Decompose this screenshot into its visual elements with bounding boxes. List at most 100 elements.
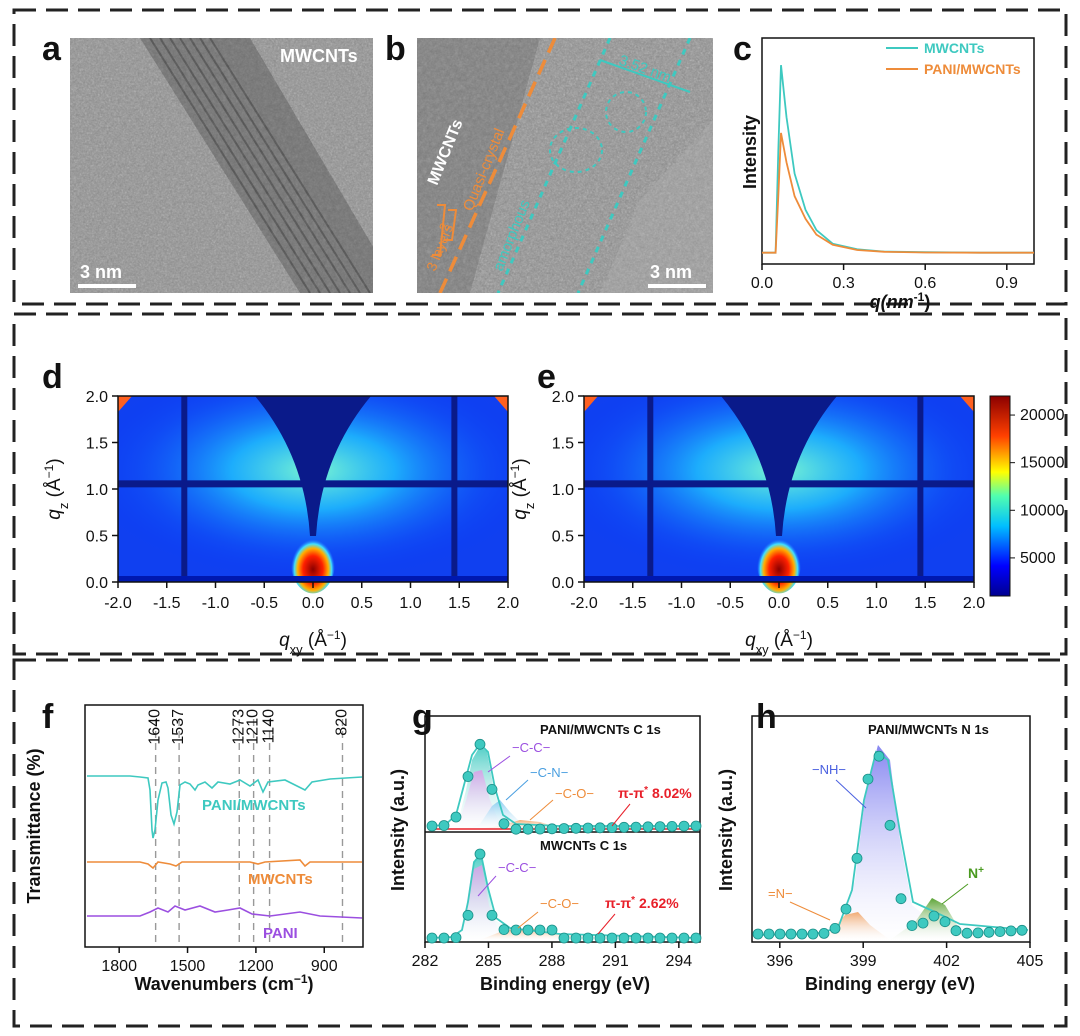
component-cn-fill-top	[460, 800, 550, 830]
x-axis-label-c: q(nm-1)	[870, 290, 931, 312]
data-point-h	[1005, 925, 1017, 937]
data-point-h	[796, 928, 808, 940]
data-point-bottom	[498, 924, 510, 935]
x-tick-label-f: 900	[311, 958, 338, 975]
data-point-top	[666, 821, 678, 832]
legend-mwcnts-c: MWCNTs	[924, 40, 985, 56]
data-point-top	[654, 821, 666, 832]
beamstop-shadow	[721, 396, 837, 536]
y-tick-label: 0.5	[552, 529, 574, 546]
y-tick-label: 1.0	[552, 482, 574, 499]
panel-e: e -2.0 -1.5 -1.0 -0.5 0.0 0.5 1.0 1.5 2.0 0.0 0.5 1…	[508, 358, 985, 657]
section-frames	[12, 8, 1068, 1028]
detector-gap-vertical	[917, 396, 924, 582]
data-point-h	[829, 923, 841, 934]
y-tick-label: 0.0	[86, 575, 108, 592]
data-point-bottom	[522, 924, 534, 936]
x-tick-label: 0.0	[302, 595, 324, 612]
x-tick-label: -0.5	[250, 595, 278, 612]
data-point-h	[851, 852, 863, 864]
x-tick-label-h: 396	[766, 953, 793, 970]
x-axis-label-part: −1	[793, 628, 807, 642]
data-point-bottom	[654, 932, 666, 944]
horizon-band	[118, 576, 508, 582]
y-tick-label: 1.0	[86, 482, 108, 499]
heatmap-corner-hot-left	[584, 396, 598, 412]
data-point-h	[840, 903, 852, 915]
data-point-top	[642, 821, 654, 833]
scale-bar-a	[78, 284, 136, 288]
peak-label-f: 1273	[230, 709, 247, 745]
leader-pi-top	[611, 803, 631, 827]
data-point-top	[594, 822, 606, 834]
detector-gap-horizontal	[584, 480, 974, 488]
tem-a-label: MWCNTs	[280, 46, 358, 66]
panel-d: d -2.0 -1.5 -1.0 -0.5 0.0 0.5 1.0 1.5 2.0 0.0 0.5 1…	[42, 358, 519, 657]
legend-pani-c: PANI/MWCNTs	[924, 61, 1021, 77]
panel-a: a MWCNTs 3 nm	[42, 30, 373, 293]
data-point-bottom	[618, 932, 630, 944]
label-pi-bottom-value: 2.62%	[639, 895, 679, 911]
label-co-top: −C-O−	[555, 786, 594, 801]
x-axis-label-part: xy	[756, 642, 770, 657]
colorbar-gradient	[989, 395, 1011, 597]
label-nh: −NH−	[812, 762, 846, 777]
x-tick-label-g: 282	[412, 953, 439, 970]
colorbar-tick-label: 5000	[1020, 550, 1056, 567]
title-bottom-g: MWCNTs C 1s	[540, 838, 627, 853]
label-nplus-main: N	[968, 865, 978, 881]
data-points-top	[426, 738, 702, 835]
panel-label-h: h	[756, 698, 777, 736]
x-axis-label-part: (Å	[769, 630, 794, 651]
peak-label-f: 1640	[147, 709, 164, 745]
data-point-bottom	[426, 932, 438, 944]
data-points-bottom	[426, 848, 702, 944]
leader-cc-top	[487, 755, 511, 773]
data-point-h	[1016, 924, 1028, 936]
x-axis-label-part: −1	[327, 628, 341, 642]
component-n-fill	[800, 912, 890, 940]
data-point-h	[972, 927, 984, 939]
series-lines-c	[762, 65, 1034, 254]
y-axis-label-part: q	[510, 509, 531, 520]
y-axis-label-part: )	[510, 458, 531, 464]
x-tick-label: 1.0	[399, 595, 421, 612]
frame-bottom	[12, 658, 1068, 1028]
x-axis-label-part: q	[745, 630, 756, 651]
label-cc-top: −C-C−	[512, 740, 550, 755]
data-point-bottom	[642, 932, 654, 944]
panel-label-g: g	[412, 698, 433, 736]
x-axis-label-h: Binding energy (eV)	[805, 974, 975, 994]
component-nh-fill	[755, 745, 1028, 940]
label-pi-top-main: π-π	[618, 785, 644, 801]
x-tick-label-h: 402	[933, 953, 960, 970]
x-tick-label-f: 1800	[101, 958, 137, 975]
label-pi-bottom: π-π* 2.62%	[605, 895, 679, 912]
data-point-bottom	[666, 932, 678, 944]
y-tick-label: 2.0	[86, 389, 108, 406]
leader-co-top	[529, 799, 554, 821]
data-point-top	[450, 811, 462, 823]
x-axis-label-c-end: )	[924, 292, 930, 312]
data-point-top	[498, 818, 510, 830]
data-point-h	[785, 928, 797, 940]
leader-n-double	[789, 901, 831, 921]
x-tick-label-c: 0.6	[914, 275, 936, 292]
detector-gap-vertical	[181, 396, 188, 582]
colorbar: 20000 15000 10000 5000	[989, 395, 1065, 597]
colorbar-ticks: 20000 15000 10000 5000	[1010, 407, 1065, 567]
data-point-h	[994, 926, 1006, 937]
data-point-h	[895, 893, 907, 905]
detector-gap-horizontal	[118, 480, 508, 488]
x-ticks-h: 396 399 402 405	[766, 942, 1043, 970]
x-ticks-c: 0.0 0.3 0.6 0.9	[751, 264, 1018, 292]
x-axis-label-c-unit: (nm	[881, 292, 914, 312]
y-axis-label-part: q	[44, 509, 65, 520]
x-axis-label-part: )	[341, 630, 347, 651]
label-nplus-sup: +	[978, 865, 984, 876]
heatmap-corner-hot-right	[494, 396, 508, 412]
scale-label-a: 3 nm	[80, 262, 122, 282]
x-tick-label: -1.0	[202, 595, 230, 612]
y-axis-label-c: Intensity	[740, 115, 760, 189]
x-axis-label-g: Binding energy (eV)	[480, 974, 650, 994]
